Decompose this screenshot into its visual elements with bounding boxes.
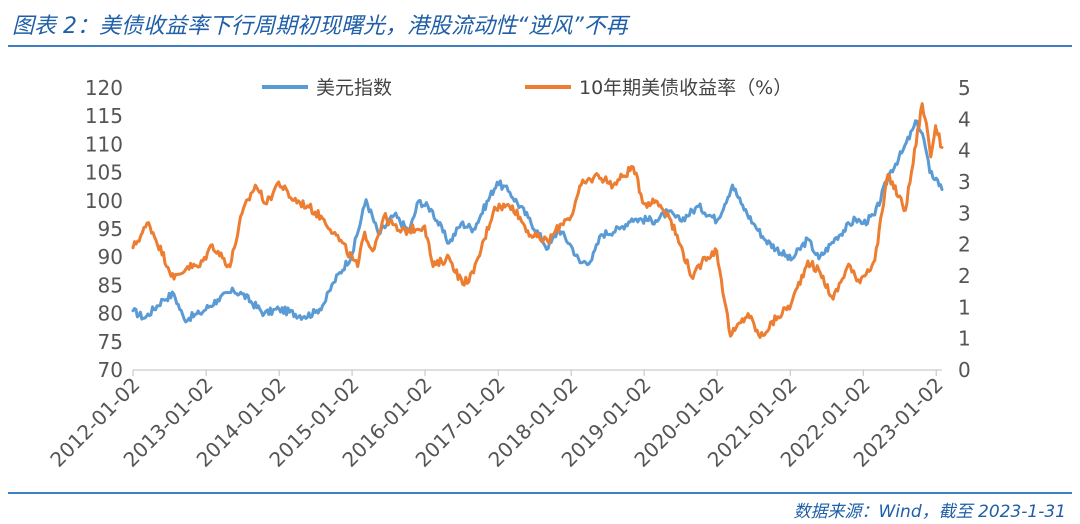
y-left-tick-label: 80 — [98, 302, 123, 326]
y-left-tick-label: 95 — [98, 217, 123, 241]
legend-label: 美元指数 — [316, 77, 392, 99]
y-right-tick-label: 0 — [958, 358, 971, 382]
chart-area: 2012-01-022013-01-022014-01-022015-01-02… — [45, 76, 970, 472]
y-right-tick-label: 3 — [958, 201, 971, 225]
y-right-tick-label: 1 — [958, 327, 971, 351]
y-right-tick-label: 5 — [958, 76, 971, 100]
series-line-ust10y — [131, 102, 944, 339]
top-rule — [8, 45, 1072, 47]
series-group — [131, 102, 944, 339]
y-left-tick-label: 85 — [98, 273, 123, 297]
y-right-tick-label: 4 — [958, 107, 971, 131]
y-left-tick-label: 70 — [98, 358, 123, 382]
y-left-tick-label: 110 — [85, 132, 123, 156]
chart-title: 图表 2：美债收益率下行周期初现曙光，港股流动性“逆风”不再 — [12, 14, 628, 39]
y-left-tick-label: 120 — [85, 76, 123, 100]
y-left-tick-label: 90 — [98, 245, 123, 269]
y-right-tick-label: 2 — [958, 264, 971, 288]
y-right-tick-label: 1 — [958, 295, 971, 319]
y-right-tick-label: 2 — [958, 233, 971, 257]
bottom-rule — [8, 492, 1072, 494]
axes-group: 2012-01-022013-01-022014-01-022015-01-02… — [45, 76, 970, 472]
y-right-tick-label: 4 — [958, 139, 971, 163]
y-left-tick-label: 105 — [85, 161, 123, 185]
series-line-dxy — [131, 119, 944, 324]
y-left-tick-label: 75 — [98, 330, 123, 354]
y-left-tick-label: 115 — [85, 104, 123, 128]
legend-label: 10年期美债收益率（%） — [579, 77, 792, 99]
y-left-tick-label: 100 — [85, 189, 123, 213]
y-right-tick-label: 3 — [958, 170, 971, 194]
legend: 美元指数 10年期美债收益率（%） — [262, 77, 792, 99]
source-note: 数据来源：Wind，截至 2023-1-31 — [793, 502, 1066, 522]
